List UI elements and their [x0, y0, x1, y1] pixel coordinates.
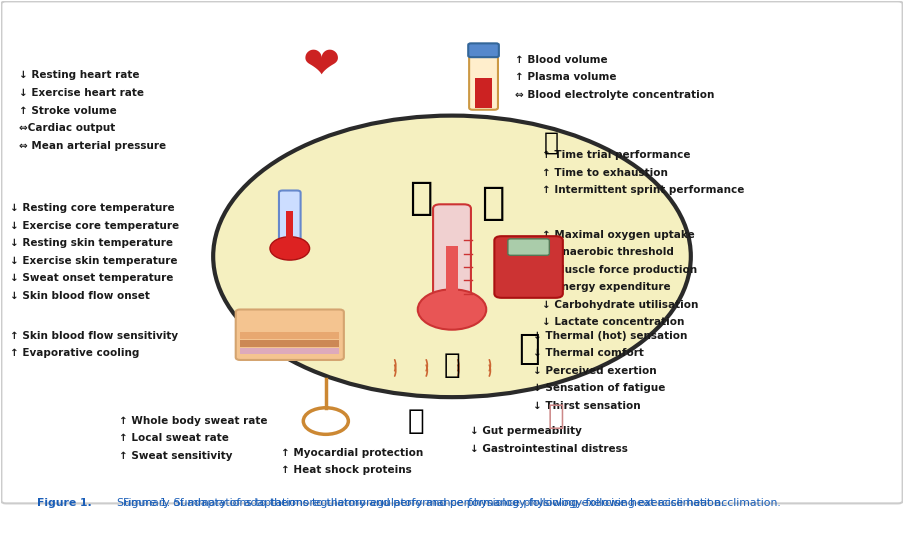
- Bar: [286, 211, 293, 246]
- Bar: [445, 246, 458, 310]
- Text: ↓ Resting core temperature: ↓ Resting core temperature: [11, 203, 175, 213]
- Text: ↑ Skin blood flow sensitivity: ↑ Skin blood flow sensitivity: [11, 331, 178, 341]
- Bar: [240, 340, 339, 347]
- FancyBboxPatch shape: [279, 191, 301, 248]
- FancyBboxPatch shape: [494, 236, 563, 298]
- Text: ↓ Carbohydrate utilisation: ↓ Carbohydrate utilisation: [542, 300, 698, 310]
- Text: ↑ Evaporative cooling: ↑ Evaporative cooling: [11, 348, 140, 358]
- Text: ↓ Lactate concentration: ↓ Lactate concentration: [542, 318, 684, 327]
- Text: ↑ Anaerobic threshold: ↑ Anaerobic threshold: [542, 247, 674, 257]
- Text: ↓ Sweat onset temperature: ↓ Sweat onset temperature: [11, 273, 173, 284]
- Text: ↑ Muscle force production: ↑ Muscle force production: [542, 265, 696, 275]
- Text: ↓ Perceived exertion: ↓ Perceived exertion: [533, 366, 656, 376]
- Text: 🫀: 🫀: [407, 407, 424, 435]
- Circle shape: [213, 115, 690, 397]
- Text: ↓ Resting skin temperature: ↓ Resting skin temperature: [11, 238, 173, 248]
- Text: 🧠: 🧠: [517, 332, 539, 366]
- Text: ↓ Exercise core temperature: ↓ Exercise core temperature: [11, 221, 180, 231]
- Text: ↑ Local sweat rate: ↑ Local sweat rate: [118, 433, 228, 443]
- Text: ↓ Exercise skin temperature: ↓ Exercise skin temperature: [11, 256, 178, 266]
- Text: 🏃: 🏃: [480, 184, 504, 222]
- Circle shape: [417, 289, 486, 329]
- Bar: [240, 332, 339, 339]
- Text: ↑ Stroke volume: ↑ Stroke volume: [19, 106, 117, 115]
- FancyBboxPatch shape: [507, 239, 549, 255]
- Text: Figure 1.: Figure 1.: [37, 498, 92, 508]
- Text: ↓ Skin blood flow onset: ↓ Skin blood flow onset: [11, 291, 150, 301]
- Text: ↓ Resting heart rate: ↓ Resting heart rate: [19, 70, 140, 81]
- FancyBboxPatch shape: [433, 205, 470, 309]
- Text: ↓ Sensation of fatigue: ↓ Sensation of fatigue: [533, 383, 665, 394]
- Bar: [475, 78, 491, 108]
- Text: ↑ Time trial performance: ↑ Time trial performance: [542, 150, 690, 160]
- FancyBboxPatch shape: [236, 310, 343, 360]
- Text: ↓ Gastrointestinal distress: ↓ Gastrointestinal distress: [470, 444, 628, 454]
- Text: ↓ Gut permeability: ↓ Gut permeability: [470, 426, 582, 436]
- Text: Summary of adaptations to thermoregulatory and performance physiology following : Summary of adaptations to thermoregulato…: [116, 498, 723, 508]
- Text: 🏃: 🏃: [408, 179, 432, 217]
- Text: ↑ Plasma volume: ↑ Plasma volume: [515, 72, 616, 82]
- Text: 🏁: 🏁: [543, 130, 558, 154]
- FancyBboxPatch shape: [469, 52, 498, 110]
- Text: ↑ Myocardial protection: ↑ Myocardial protection: [281, 447, 423, 458]
- Circle shape: [270, 237, 309, 260]
- Text: ↑ Intermittent sprint performance: ↑ Intermittent sprint performance: [542, 185, 744, 195]
- Text: ↓ Thermal (hot) sensation: ↓ Thermal (hot) sensation: [533, 331, 686, 341]
- Bar: [240, 348, 339, 354]
- Text: ⇔Cardiac output: ⇔Cardiac output: [19, 123, 116, 133]
- Text: 🧘: 🧘: [443, 351, 460, 379]
- FancyBboxPatch shape: [2, 2, 901, 504]
- Text: ↓ Thermal comfort: ↓ Thermal comfort: [533, 348, 643, 358]
- FancyBboxPatch shape: [468, 43, 498, 57]
- Text: ❤: ❤: [303, 44, 340, 87]
- Text: ↓ Exercise heart rate: ↓ Exercise heart rate: [19, 88, 144, 98]
- Text: ⇔ Mean arterial pressure: ⇔ Mean arterial pressure: [19, 140, 166, 151]
- Text: ↑ Whole body sweat rate: ↑ Whole body sweat rate: [118, 416, 266, 426]
- Text: ↑ Maximal oxygen uptake: ↑ Maximal oxygen uptake: [542, 230, 694, 240]
- Text: ↑ Blood volume: ↑ Blood volume: [515, 54, 607, 65]
- Text: ⇔ Blood electrolyte concentration: ⇔ Blood electrolyte concentration: [515, 90, 713, 99]
- Text: ↓ Thirst sensation: ↓ Thirst sensation: [533, 401, 640, 411]
- Text: 🫁: 🫁: [546, 402, 563, 430]
- Text: ↑ Time to exhaustion: ↑ Time to exhaustion: [542, 168, 667, 178]
- Text: ↓ Energy expenditure: ↓ Energy expenditure: [542, 282, 670, 293]
- Text: Figure 1. Summary of adaptations to thermoregulatory and performance physiology : Figure 1. Summary of adaptations to ther…: [123, 498, 780, 508]
- Text: ↑ Heat shock proteins: ↑ Heat shock proteins: [281, 465, 411, 475]
- Text: ↑ Sweat sensitivity: ↑ Sweat sensitivity: [118, 451, 232, 461]
